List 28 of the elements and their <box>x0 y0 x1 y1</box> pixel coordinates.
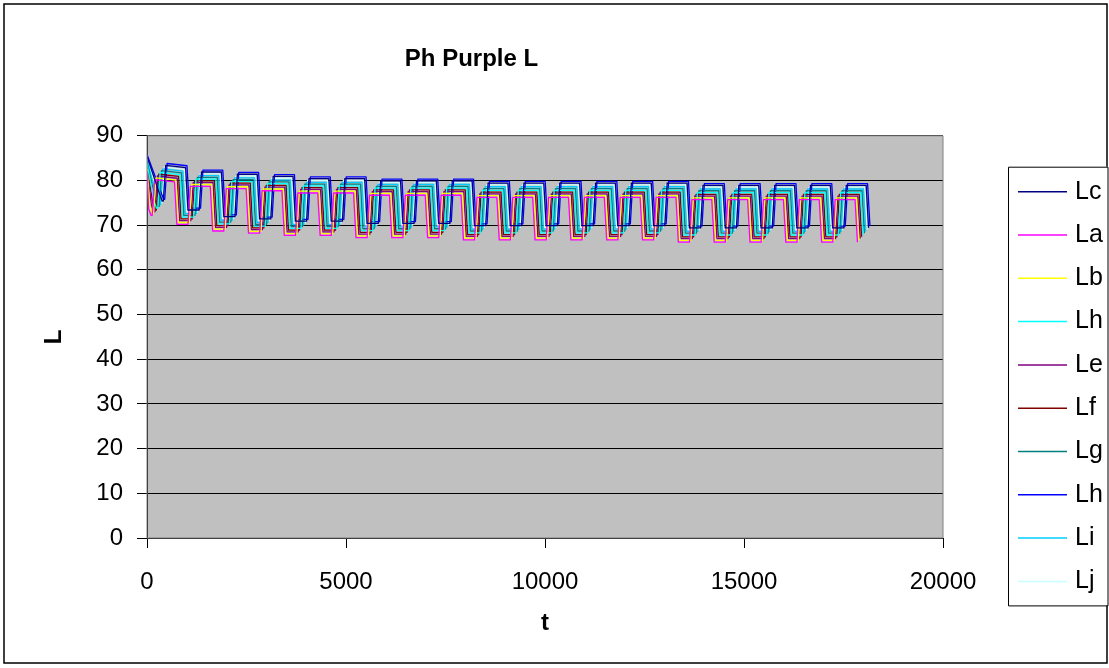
y-tick-label: 80 <box>96 165 123 193</box>
x-tick-label: 5000 <box>319 567 373 595</box>
legend-label: Lh <box>1075 305 1103 334</box>
x-tick-label: 20000 <box>909 567 977 595</box>
legend-label: Lj <box>1075 565 1095 594</box>
legend-label: Lh <box>1075 478 1103 507</box>
y-tick-label: 30 <box>96 388 123 416</box>
x-tick-label: 15000 <box>710 567 778 595</box>
legend-label: La <box>1075 218 1103 247</box>
x-tick-label: 10000 <box>511 567 579 595</box>
y-tick-label: 70 <box>96 209 123 237</box>
legend-label: Lf <box>1075 392 1096 421</box>
y-tick-label: 20 <box>96 433 123 461</box>
y-tick-label: 10 <box>96 477 123 505</box>
x-axis-title: t <box>541 608 549 636</box>
legend-label: Lg <box>1075 435 1103 464</box>
y-tick-label: 50 <box>96 299 123 327</box>
y-tick-label: 60 <box>96 254 123 282</box>
legend-label: Li <box>1075 521 1095 550</box>
y-tick-label: 90 <box>96 120 123 148</box>
x-tick-label: 0 <box>140 567 154 595</box>
y-tick-label: 0 <box>109 522 123 550</box>
legend-label: Le <box>1075 348 1103 377</box>
legend-label: Lc <box>1075 175 1102 204</box>
legend-label: Lb <box>1075 262 1103 291</box>
y-axis-title: L <box>39 329 67 345</box>
y-tick-label: 40 <box>96 343 123 371</box>
chart-title: Ph Purple L <box>404 44 539 72</box>
